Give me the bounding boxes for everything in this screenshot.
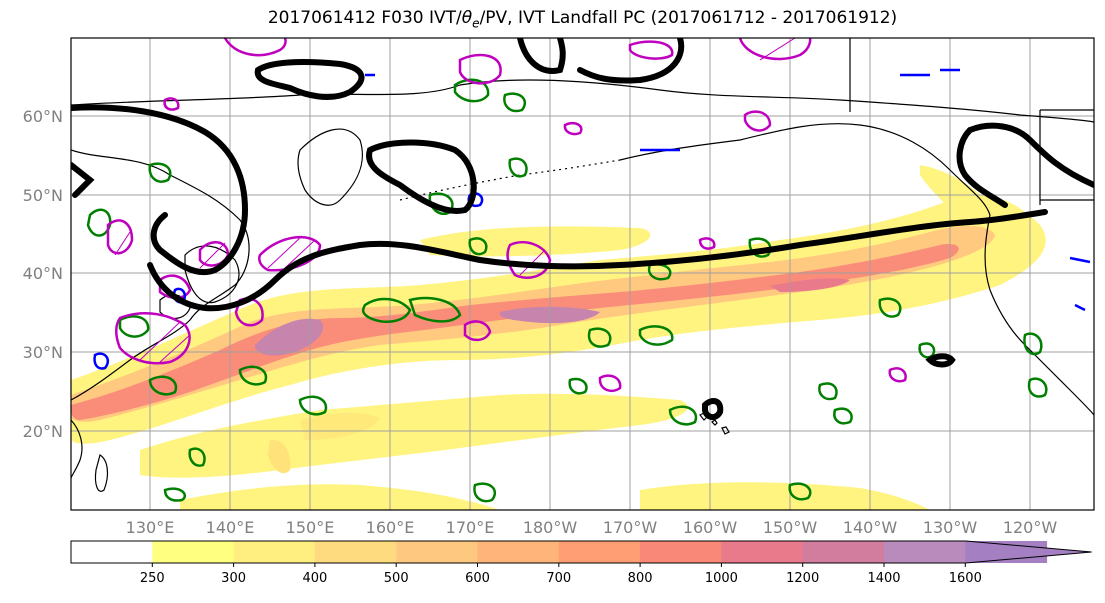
colorbar-tick-label: 500 — [384, 571, 409, 586]
chart-title: 2017061412 F030 IVT/θe/PV, IVT Landfall … — [267, 8, 898, 31]
lat-label-30n: 30°N — [23, 343, 63, 362]
lat-label-40n: 40°N — [23, 264, 63, 283]
colorbar-swatch — [558, 541, 641, 563]
theta-e-contours — [106, 38, 907, 392]
colorbar-tick-label: 400 — [302, 571, 327, 586]
lon-label-120w: 120°W — [1003, 518, 1058, 537]
colorbar-tick-label: 600 — [465, 571, 490, 586]
graticule — [71, 38, 1094, 510]
colorbar-extend-arrow — [965, 541, 1092, 563]
lat-label-60n: 60°N — [23, 107, 63, 126]
colorbar-tick-label: 300 — [221, 571, 246, 586]
pv-contours — [86, 78, 1048, 503]
lon-label-130w: 130°W — [923, 518, 978, 537]
theta-e-hatch — [114, 38, 796, 363]
lon-label-150w: 150°W — [763, 518, 818, 537]
colorbar-swatch — [477, 541, 560, 563]
lon-label-170e: 170°E — [446, 518, 495, 537]
lon-label-180w: 180°W — [523, 518, 578, 537]
colorbar-tick-label: 250 — [140, 571, 165, 586]
colorbar-outline — [70, 540, 1092, 564]
colorbar: 250 300 400 500 600 700 800 1000 1200 1400 1600 — [70, 540, 1092, 586]
colorbar-swatch — [640, 541, 722, 563]
colorbar-tick-label: 800 — [628, 571, 653, 586]
pc-contours — [71, 38, 1094, 420]
lon-label-170w: 170°W — [603, 518, 658, 537]
lon-label-140w: 140°W — [843, 518, 898, 537]
colorbar-swatch — [314, 541, 397, 563]
latitude-labels: 60°N 50°N 40°N 30°N 20°N — [23, 107, 63, 441]
lon-label-150e: 150°E — [286, 518, 335, 537]
colorbar-swatch — [233, 541, 316, 563]
lon-label-140e: 140°E — [206, 518, 255, 537]
lon-label-160w: 160°W — [683, 518, 738, 537]
colorbar-tick-label: 1600 — [949, 571, 982, 586]
map-content — [71, 38, 1094, 510]
colorbar-swatch — [152, 541, 235, 563]
colorbar-swatch — [802, 541, 885, 563]
colorbar-swatch — [396, 541, 478, 563]
colorbar-swatch — [71, 541, 153, 563]
lon-label-160e: 160°E — [366, 518, 415, 537]
lon-label-130e: 130°E — [126, 518, 175, 537]
colorbar-tick-label: 1000 — [705, 571, 738, 586]
colorbar-tick-label: 1200 — [786, 571, 819, 586]
colorbar-swatch — [884, 541, 966, 563]
ivt-shading — [71, 165, 1046, 510]
colorbar-swatch — [721, 541, 804, 563]
lat-label-50n: 50°N — [23, 186, 63, 205]
colorbar-tick-label: 1400 — [867, 571, 900, 586]
longitude-labels: 130°E 140°E 150°E 160°E 170°E 180°W 170°… — [126, 518, 1058, 537]
colorbar-tick-label: 700 — [546, 571, 571, 586]
lat-label-20n: 20°N — [23, 422, 63, 441]
map-border — [70, 37, 1095, 511]
